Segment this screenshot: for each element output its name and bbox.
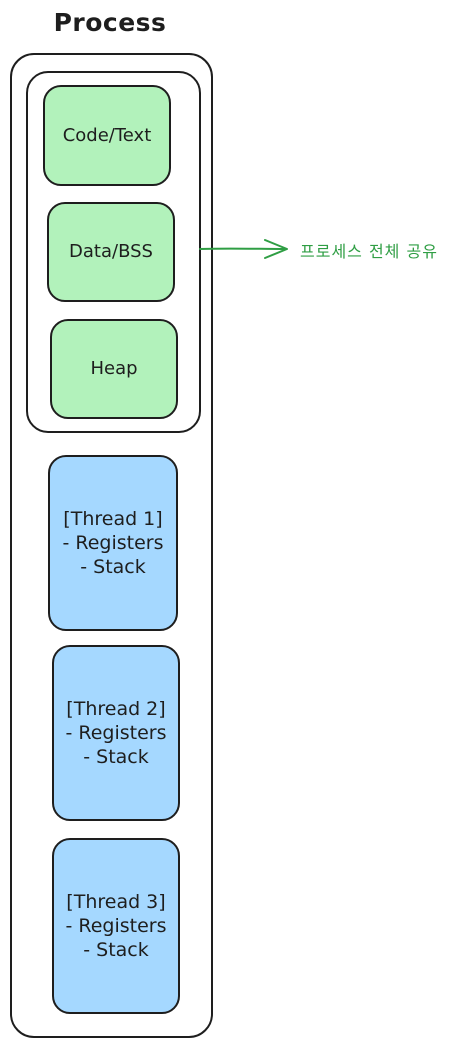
thread-2-block: [Thread 2] - Registers - Stack [52,645,180,821]
thread-1-block: [Thread 1] - Registers - Stack [48,455,178,631]
process-title: Process [53,8,167,37]
shared-annotation-label: 프로세스 전체 공유 [300,242,438,261]
code-text-segment: Code/Text [43,85,171,186]
heap-segment: Heap [50,319,178,419]
data-bss-segment: Data/BSS [47,202,175,302]
arrow-head-icon [264,239,288,259]
process-container [10,53,213,1038]
shared-memory-group [26,71,201,433]
thread-3-block: [Thread 3] - Registers - Stack [52,838,180,1014]
